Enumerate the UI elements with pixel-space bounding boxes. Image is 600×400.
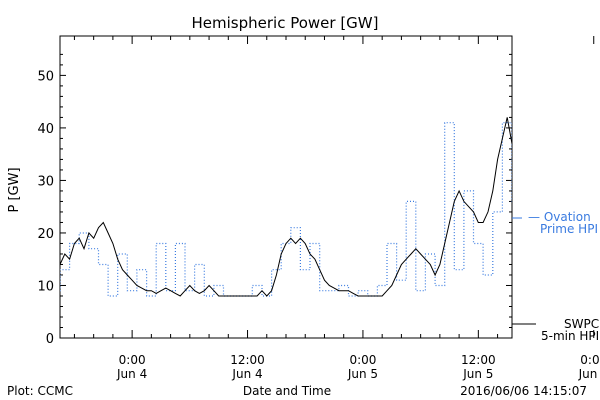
legend: — Ovation Prime HPI SWPC 5-min HPI <box>512 210 599 343</box>
x-tick-date: Jun 5 <box>347 367 378 381</box>
ovation-series <box>60 122 512 297</box>
x-tick-time: 0:00 <box>349 353 376 367</box>
legend-ovation-label-line2: Prime HPI <box>540 222 598 236</box>
timestamp: 2016/06/06 14:15:07 <box>460 384 587 398</box>
x-axis-label: Date and Time <box>243 384 331 398</box>
y-tick-label: 0 <box>46 332 54 347</box>
x-tick-date: Jun 6 <box>578 367 600 381</box>
plot-frame <box>59 35 513 339</box>
legend-ovation-label: — Ovation <box>528 210 591 224</box>
chart-title: Hemispheric Power [GW] <box>192 14 379 32</box>
y-axis-label: P [GW] <box>7 167 22 212</box>
x-tick-time: 0:00 <box>580 353 600 367</box>
y-tick-label: 10 <box>37 279 54 294</box>
x-tick-time: 12:00 <box>230 353 265 367</box>
y-tick-label: 50 <box>37 69 54 84</box>
y-tick-label: 30 <box>37 174 54 189</box>
x-tick-time: 0:00 <box>119 353 146 367</box>
ovation-line <box>60 122 512 297</box>
x-tick-time: 12:00 <box>461 353 496 367</box>
y-tick-label: 40 <box>37 122 54 137</box>
swpc-line <box>60 117 512 297</box>
y-axis: 0 10 20 30 40 50 <box>37 53 512 347</box>
x-tick-date: Jun 4 <box>231 367 262 381</box>
x-tick-date: Jun 5 <box>462 367 493 381</box>
legend-swpc-label-line2: 5-min HPI <box>541 329 599 343</box>
y-tick-label: 20 <box>37 227 54 242</box>
swpc-series <box>60 117 512 297</box>
plot-credit: Plot: CCMC <box>7 384 73 398</box>
x-tick-date: Jun 4 <box>116 367 147 381</box>
legend-swpc-label: SWPC <box>564 317 599 331</box>
